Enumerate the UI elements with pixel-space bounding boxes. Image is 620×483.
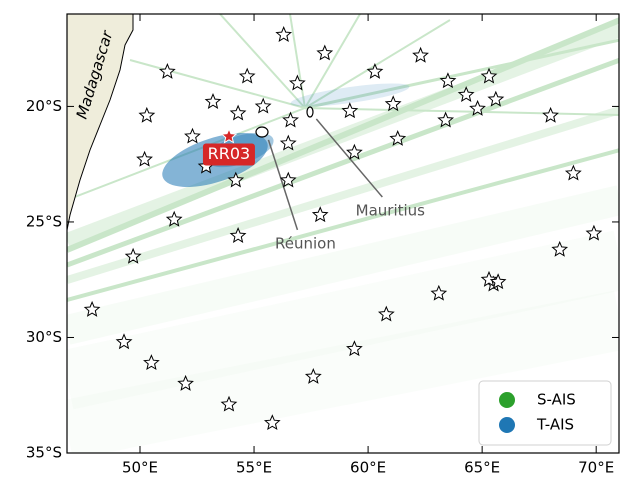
station-star xyxy=(480,67,498,84)
station-star xyxy=(469,99,486,116)
y-tick-label: 35°S xyxy=(26,444,62,462)
station-star xyxy=(346,340,363,357)
frame xyxy=(66,13,620,454)
station-star xyxy=(389,129,407,146)
station-star xyxy=(279,171,297,188)
station-star xyxy=(143,354,160,371)
station-star xyxy=(138,106,156,123)
station-star xyxy=(311,206,329,223)
highlight-box xyxy=(202,143,255,166)
station-star xyxy=(304,367,322,384)
y-tick-label: 30°S xyxy=(26,328,62,346)
station-star xyxy=(377,305,395,322)
highlight-star xyxy=(220,127,238,144)
legend-marker xyxy=(499,392,515,408)
station-star xyxy=(366,62,384,79)
station-star xyxy=(439,72,457,89)
station-star xyxy=(489,273,507,290)
station-star xyxy=(480,270,498,287)
station-star xyxy=(412,46,429,63)
station-star xyxy=(279,134,297,151)
legend-label: S-AIS xyxy=(537,391,576,409)
x-tick-label: 60°E xyxy=(350,459,386,477)
station-star xyxy=(229,104,247,121)
y-tick-label: 20°S xyxy=(26,97,62,115)
station-star xyxy=(341,102,359,119)
station-star xyxy=(263,414,281,431)
station-star xyxy=(384,95,402,112)
station-star xyxy=(83,300,101,317)
station-star xyxy=(282,111,299,128)
station-star xyxy=(346,143,363,160)
station-star xyxy=(437,111,455,128)
mauritius-island xyxy=(306,106,314,118)
station-star xyxy=(115,333,133,350)
station-star xyxy=(184,127,201,144)
station-star xyxy=(238,67,256,84)
station-star xyxy=(316,44,334,61)
x-tick-label: 50°E xyxy=(122,459,158,477)
reunion-island xyxy=(255,126,269,138)
station-star xyxy=(136,150,153,167)
legend-label: T-AIS xyxy=(536,416,574,434)
legend-marker xyxy=(499,417,515,433)
station-star xyxy=(430,284,448,301)
station-star xyxy=(220,395,238,412)
station-star xyxy=(229,227,247,243)
station-star xyxy=(564,164,582,181)
station-star xyxy=(542,106,559,123)
station-star xyxy=(124,247,142,264)
x-tick-label: 70°E xyxy=(578,459,614,477)
station-star xyxy=(227,171,245,188)
y-tick-label: 25°S xyxy=(26,212,62,230)
x-tick-label: 65°E xyxy=(464,459,500,477)
station-star xyxy=(457,86,475,102)
station-star xyxy=(275,26,293,42)
station-star xyxy=(551,240,569,257)
annotation-arrow xyxy=(267,139,299,231)
s-ais-tracks xyxy=(67,14,619,302)
highlight-label: RR03 xyxy=(208,144,251,163)
x-tick-label: 55°E xyxy=(236,459,272,477)
madagascar xyxy=(67,14,134,231)
station-star xyxy=(288,74,306,91)
annotation-arrow xyxy=(315,118,383,198)
station-star xyxy=(158,62,176,79)
station-star xyxy=(165,210,183,227)
station-star xyxy=(177,374,194,391)
station-star xyxy=(487,90,505,107)
station-star xyxy=(204,93,222,109)
station-star xyxy=(585,224,603,241)
station-star xyxy=(254,97,272,114)
annotation: Réunion xyxy=(275,234,336,252)
annotation: Mauritius xyxy=(356,202,426,220)
